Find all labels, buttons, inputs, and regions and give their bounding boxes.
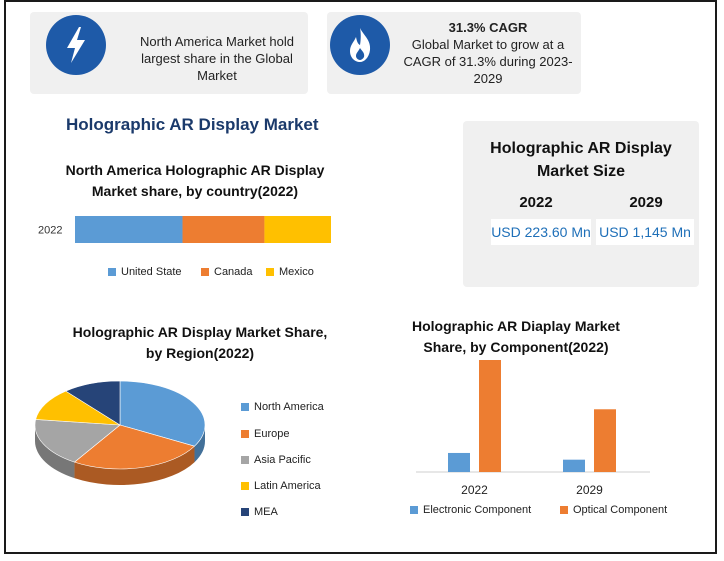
region-pie-chart (35, 380, 206, 485)
country-legend-swatch-0 (108, 268, 116, 276)
region-legend-label-3: Latin America (254, 480, 321, 492)
country-legend-item-2: Mexico (266, 266, 314, 278)
component-legend-item-0: Electronic Component (410, 504, 531, 516)
region-legend-swatch-3 (241, 482, 249, 490)
component-bar-chart: 2022 2029 (416, 360, 650, 497)
market-size-card (463, 121, 699, 287)
region-pie-side-2-0 (35, 425, 75, 479)
region-pie-side-0-0 (194, 425, 205, 463)
region-pie-slice-0 (119, 380, 206, 447)
market-size-title-line1: Holographic AR Display (490, 140, 672, 157)
flame-icon (330, 15, 390, 75)
country-legend-label-0: United State (121, 266, 182, 278)
component-chart-title-line2: Share, by Component(2022) (423, 339, 609, 355)
component-bar-1-0 (563, 459, 585, 472)
country-bar-segment-1 (182, 216, 265, 243)
component-legend-label-1: Optical Component (573, 504, 668, 516)
card1-line3: Market (197, 68, 237, 83)
region-legend-item-3: Latin America (241, 480, 321, 492)
region-pie-slice-1 (73, 424, 196, 470)
market-size-title-line2: Market Size (536, 163, 626, 180)
market-size-value-2029: USD 1,145 Mn (596, 219, 694, 245)
component-category-label-0: 2022 (461, 483, 488, 497)
card2-line1: Global Market to grow at a (411, 37, 565, 52)
region-pie-side-1-0 (74, 446, 195, 485)
region-pie-slice-3 (35, 390, 121, 426)
region-chart-title-line2: by Region(2022) (145, 345, 255, 361)
region-legend-item-2: Asia Pacific (241, 454, 311, 466)
region-legend-item-0: North America (241, 401, 324, 413)
region-legend-item-1: Europe (241, 428, 289, 440)
component-chart-title-line1: Holographic AR Diaplay Market (412, 318, 620, 334)
country-legend-swatch-2 (266, 268, 274, 276)
country-bar-segment-2 (264, 216, 331, 243)
region-legend-swatch-2 (241, 456, 249, 464)
country-chart-title-line2: Market share, by country(2022) (91, 183, 299, 199)
region-legend-swatch-4 (241, 508, 249, 516)
card2-line3: 2029 (473, 71, 503, 86)
component-legend-item-1: Optical Component (560, 504, 667, 516)
region-chart-title-line1: Holographic AR Display Market Share, (72, 324, 328, 340)
card1-line2: largest share in the Global (141, 51, 293, 66)
cagr-heading: 31.3% CAGR (448, 20, 528, 35)
country-legend-item-1: Canada (201, 266, 253, 278)
component-legend-swatch-0 (410, 506, 418, 514)
country-legend-label-2: Mexico (279, 266, 314, 278)
card1-line1: North America Market hold (140, 34, 294, 49)
region-legend-item-4: MEA (241, 506, 278, 518)
market-size-year-2022: 2022 (519, 194, 553, 211)
main-title: Holographic AR Display Market (66, 115, 319, 134)
country-bar-category-label: 2022 (38, 225, 62, 237)
country-legend-label-1: Canada (214, 266, 253, 278)
country-legend-item-0: United State (108, 266, 182, 278)
component-category-label-1: 2029 (576, 483, 603, 497)
country-share-chart: 2022 (38, 216, 331, 243)
country-chart-title-line1: North America Holographic AR Display (65, 162, 325, 178)
country-bar-segment-0 (75, 216, 183, 243)
lightning-icon (46, 15, 106, 75)
region-legend-label-4: MEA (254, 506, 278, 518)
region-pie-slice-2 (35, 419, 121, 463)
component-legend-label-0: Electronic Component (423, 504, 532, 516)
component-legend-swatch-1 (560, 506, 568, 514)
component-bar-0-1 (479, 360, 501, 472)
market-size-value-2022: USD 223.60 Mn (491, 219, 591, 245)
market-size-year-2029: 2029 (629, 194, 663, 211)
card2-line2: CAGR of 31.3% during 2023- (403, 54, 573, 69)
region-legend-label-1: Europe (254, 428, 290, 440)
region-pie-slice-4 (65, 380, 121, 426)
country-legend-swatch-1 (201, 268, 209, 276)
region-legend-label-0: North America (254, 401, 324, 413)
region-legend-swatch-0 (241, 403, 249, 411)
component-bar-0-0 (448, 452, 470, 472)
region-legend-swatch-1 (241, 430, 249, 438)
component-bar-1-1 (594, 409, 616, 472)
region-legend-label-2: Asia Pacific (254, 454, 311, 466)
